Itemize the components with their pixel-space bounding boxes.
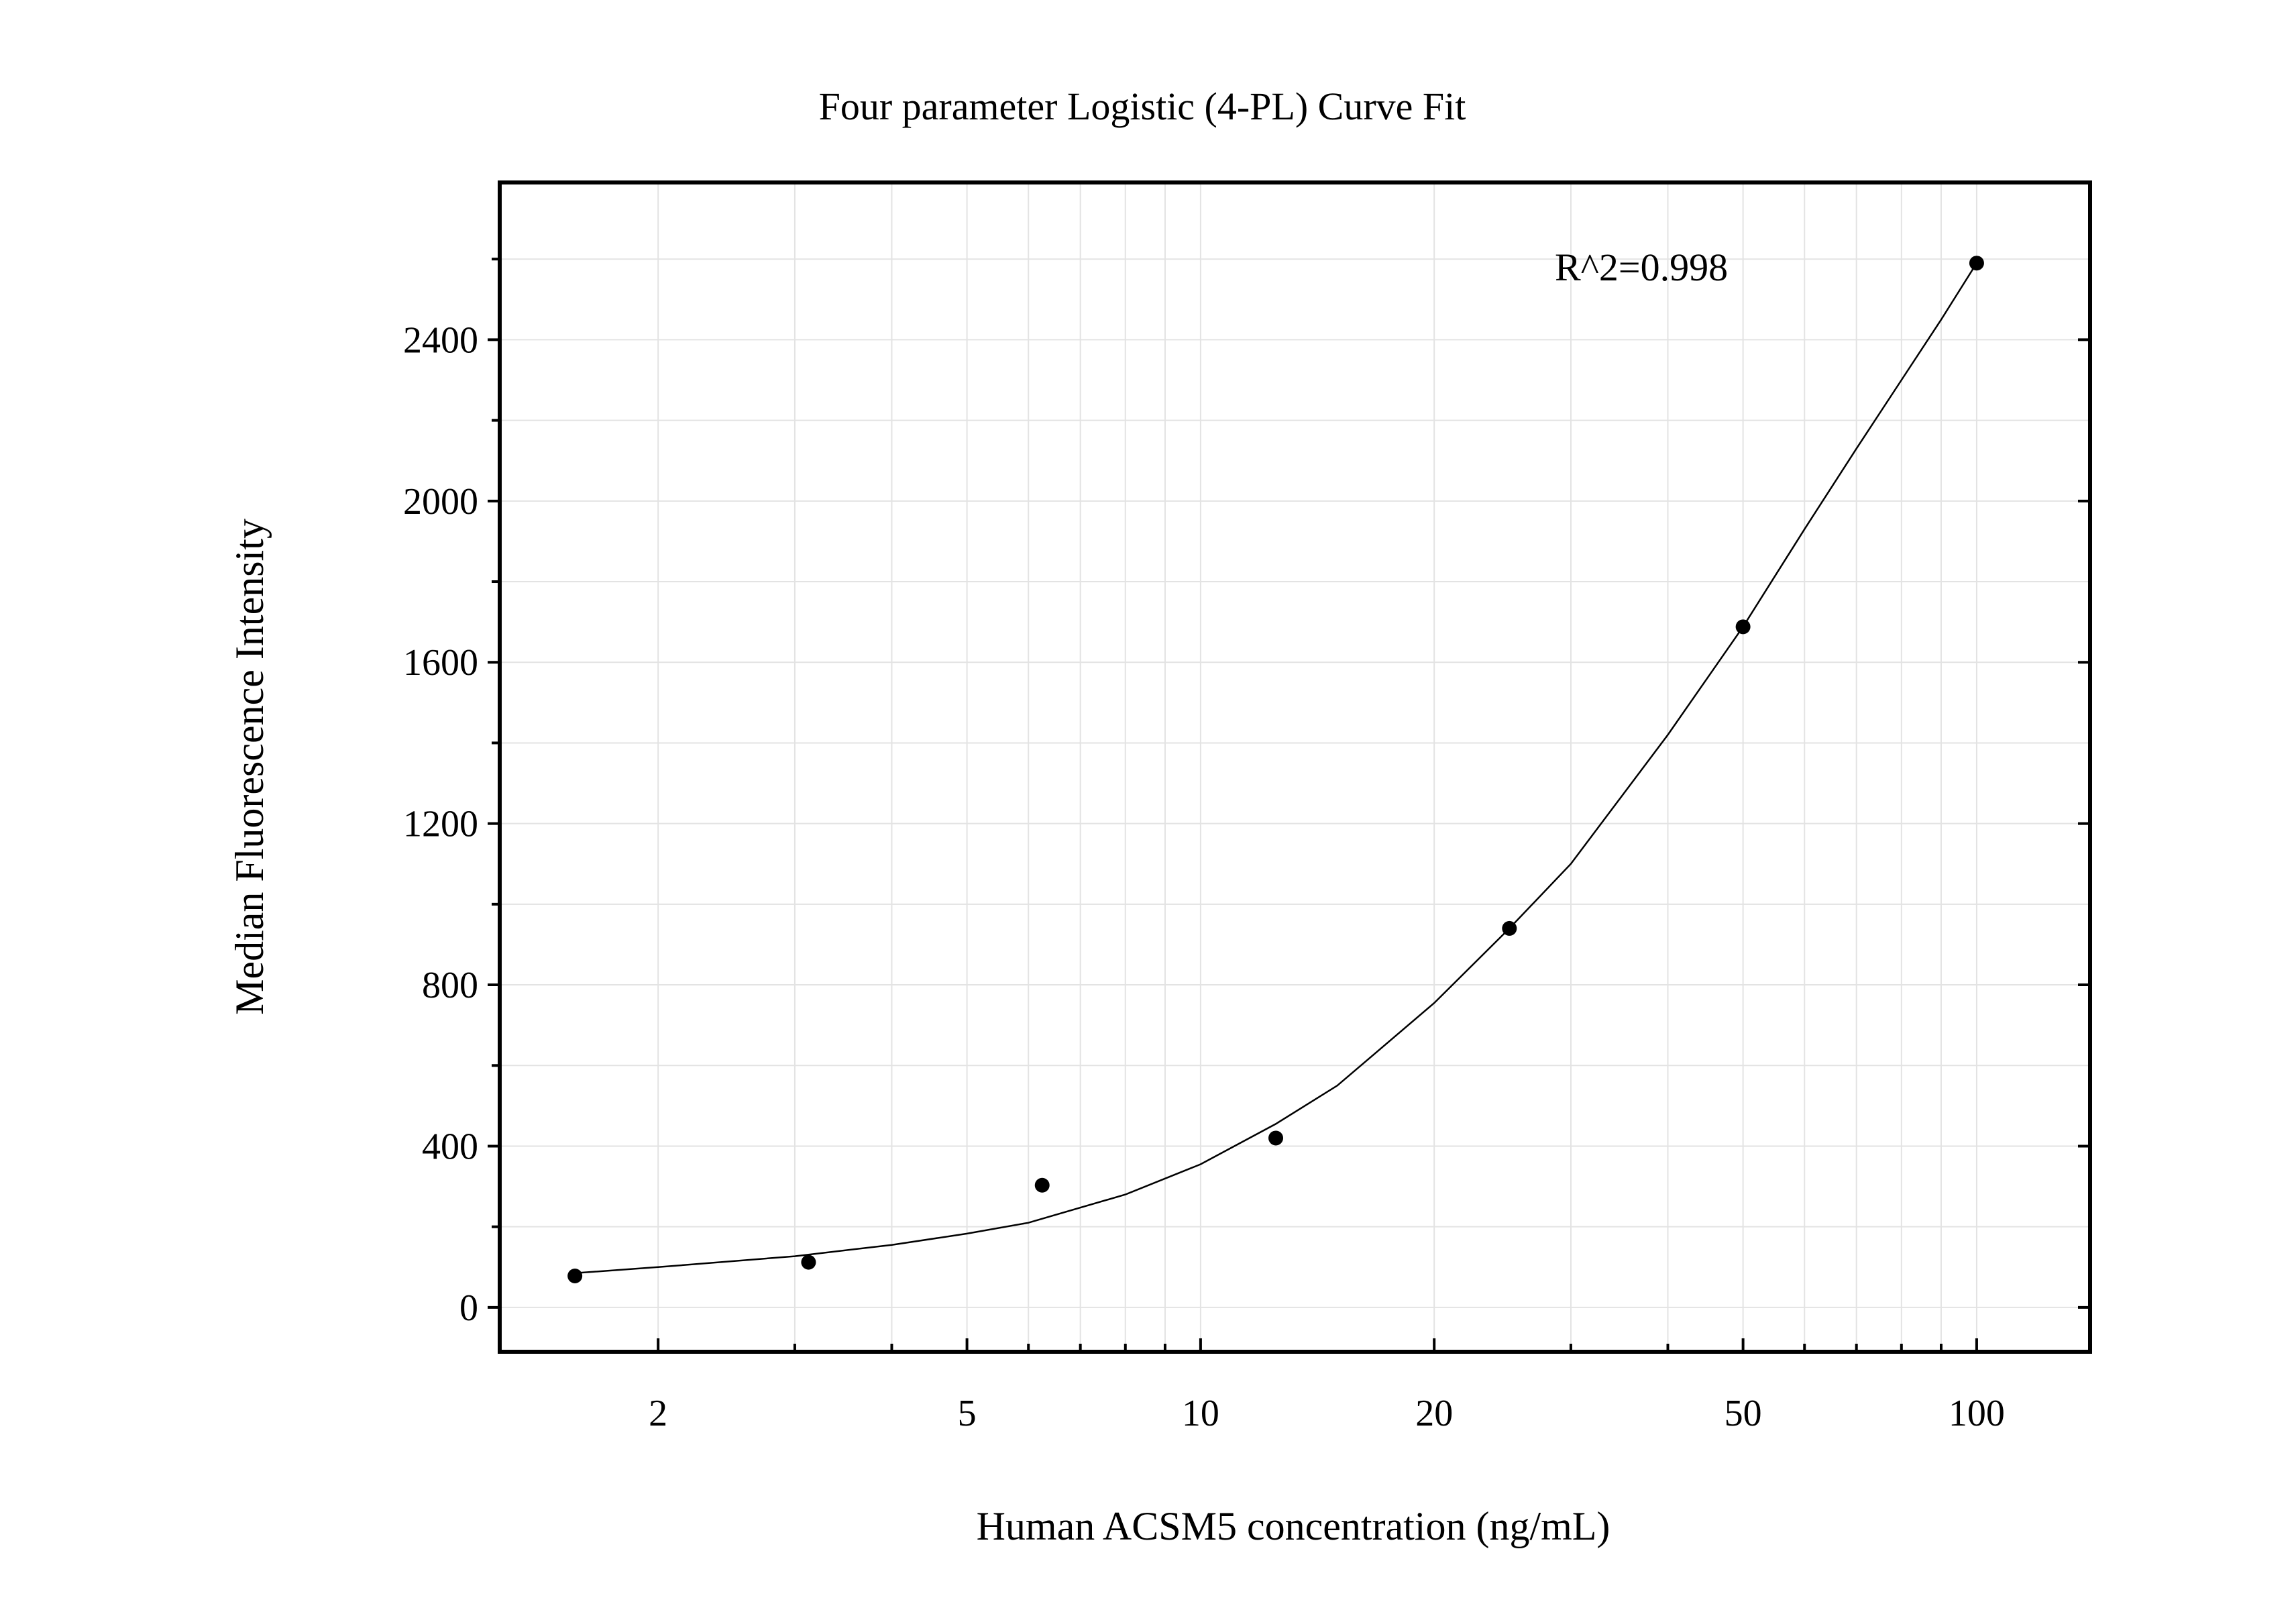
x-tick-label: 10 — [1182, 1393, 1219, 1434]
y-tick-label: 400 — [422, 1126, 478, 1167]
plot-frame — [498, 180, 2092, 1354]
y-tick-label: 2400 — [403, 319, 478, 361]
data-point — [1034, 1177, 1050, 1193]
x-tick-label: 5 — [958, 1393, 977, 1434]
x-tick-label: 20 — [1415, 1393, 1453, 1434]
y-tick-label: 1200 — [403, 804, 478, 845]
data-point — [1268, 1130, 1284, 1146]
x-tick-label: 2 — [649, 1393, 667, 1434]
data-point — [567, 1269, 583, 1284]
x-axis-label: Human ACSM5 concentration (ng/mL) — [977, 1504, 1610, 1548]
x-tick-label: 100 — [1949, 1393, 2005, 1434]
x-tick-label: 50 — [1725, 1393, 1762, 1434]
chart-title: Four parameter Logistic (4-PL) Curve Fit — [819, 85, 1466, 128]
r-squared-annotation: R^2=0.998 — [1555, 246, 1728, 289]
fit-curve-layer — [575, 262, 1977, 1275]
data-point — [1969, 256, 1984, 271]
y-tick-label: 800 — [422, 965, 478, 1006]
data-point — [801, 1254, 816, 1270]
data-point — [1735, 619, 1751, 635]
y-tick-label: 0 — [459, 1287, 478, 1329]
data-points-layer — [567, 256, 1984, 1284]
ticks-layer: 0 400 800 1200 1600 2000 2400 2 5 10 20 50 100 — [403, 258, 2090, 1434]
fit-curve-line — [575, 262, 1977, 1275]
y-tick-label: 1600 — [403, 642, 478, 684]
y-axis-label: Median Fluorescence Intensity — [227, 519, 272, 1015]
grid-layer — [500, 182, 2090, 1352]
data-point — [1502, 920, 1517, 936]
y-tick-label: 2000 — [403, 481, 478, 523]
